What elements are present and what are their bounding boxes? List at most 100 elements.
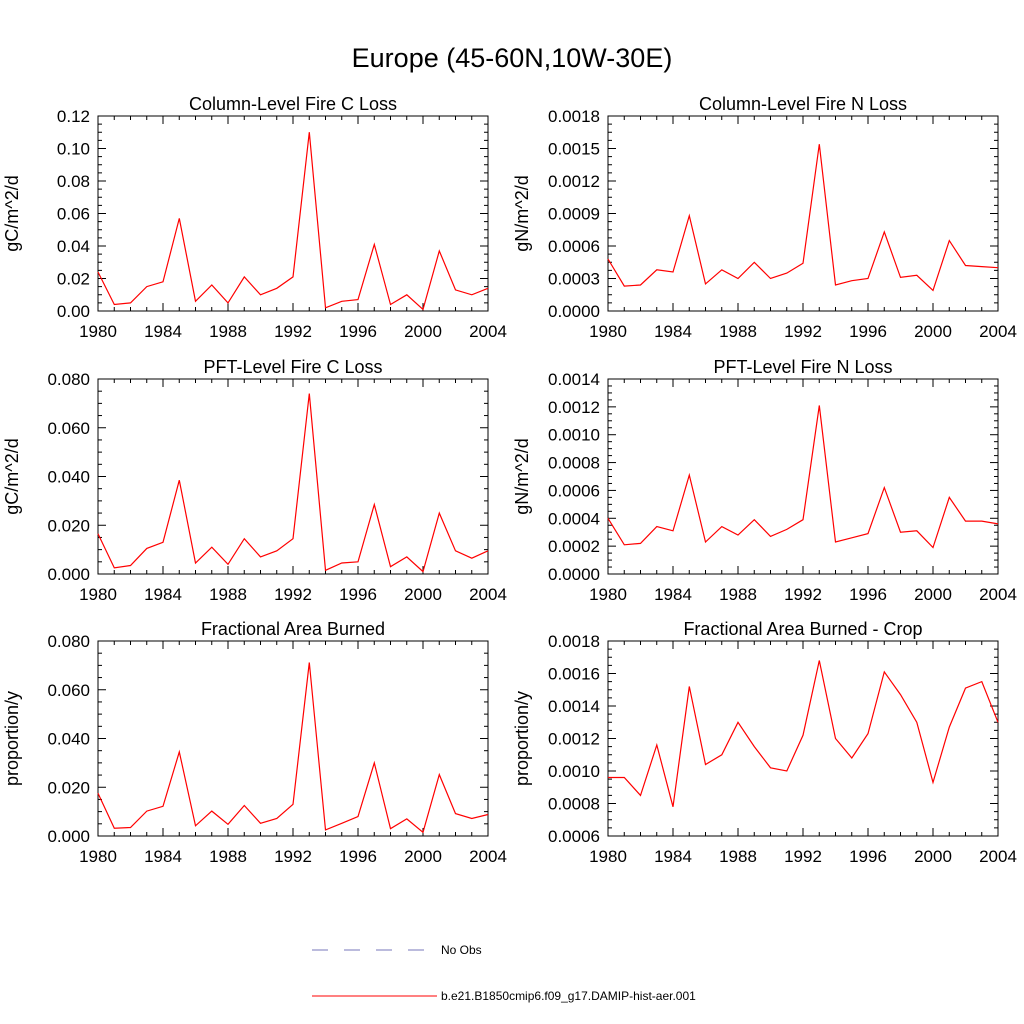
x-tick-label: 1984 (654, 847, 692, 866)
plot-frame (607, 378, 999, 575)
x-tick-label: 1980 (79, 322, 117, 341)
legend-label: No Obs (441, 943, 482, 957)
y-tick-label: 0.000 (47, 827, 90, 846)
y-axis-label: gN/m^2/d (512, 438, 532, 514)
y-tick-label: 0.000 (47, 565, 90, 584)
plot-frame (97, 115, 489, 312)
y-tick-label: 0.0010 (548, 762, 600, 781)
y-tick-label: 0.0018 (548, 107, 600, 126)
y-tick-label: 0.0000 (548, 302, 600, 321)
y-tick-label: 0.0006 (548, 237, 600, 256)
series-line (608, 660, 999, 807)
x-tick-label: 1992 (274, 585, 312, 604)
series-line (607, 405, 999, 549)
y-tick-label: 0.0004 (548, 509, 600, 528)
x-tick-label: 1984 (144, 847, 182, 866)
y-axis-label: gN/m^2/d (512, 175, 532, 251)
y-tick-label: 0.10 (57, 140, 90, 159)
x-tick-label: 1992 (784, 847, 822, 866)
y-tick-label: 0.0012 (548, 730, 600, 749)
legend-label: b.e21.B1850cmip6.f09_g17.DAMIP-hist-aer.… (441, 989, 696, 1003)
y-tick-label: 0.0010 (548, 426, 600, 445)
x-tick-label: 2004 (979, 322, 1017, 341)
x-tick-label: 1980 (79, 847, 117, 866)
y-tick-label: 0.0006 (548, 827, 600, 846)
x-tick-label: 1996 (339, 847, 377, 866)
y-tick-label: 0.0018 (548, 632, 600, 651)
y-tick-label: 0.02 (57, 270, 90, 289)
x-tick-label: 2000 (914, 585, 952, 604)
chart-panel-3: 1980 1984 1988 1992 1996 2000 2004 0.000 0.020 0.… (2, 357, 507, 604)
y-tick-label: 0.06 (57, 205, 90, 224)
series-line (607, 144, 999, 292)
plot-frame (607, 640, 999, 837)
x-tick-label: 1984 (144, 322, 182, 341)
x-tick-label: 1996 (849, 322, 887, 341)
panels: 1980 1984 1988 1992 1996 2000 2004 0.00 0.02 0.04… (2, 94, 1017, 866)
y-tick-label: 0.0012 (548, 398, 600, 417)
y-axis-label: proportion/y (2, 691, 22, 786)
x-tick-label: 1996 (849, 585, 887, 604)
y-tick-label: 0.08 (57, 172, 90, 191)
x-tick-label: 1980 (589, 322, 627, 341)
chart-panel-4: 1980 1984 1988 1992 1996 2000 2004 0.0000 0.0002… (512, 357, 1017, 604)
panel-title: Column-Level Fire C Loss (189, 94, 397, 114)
x-tick-label: 1988 (719, 322, 757, 341)
x-tick-label: 1984 (654, 585, 692, 604)
y-tick-label: 0.040 (47, 730, 90, 749)
x-tick-label: 2000 (914, 322, 952, 341)
x-tick-label: 1996 (339, 585, 377, 604)
x-tick-label: 2004 (979, 847, 1017, 866)
x-tick-label: 1980 (79, 585, 117, 604)
y-tick-label: 0.00 (57, 302, 90, 321)
x-tick-label: 1992 (274, 322, 312, 341)
y-tick-label: 0.060 (47, 681, 90, 700)
x-tick-label: 1980 (589, 585, 627, 604)
legend-item-2: b.e21.B1850cmip6.f09_g17.DAMIP-hist-aer.… (312, 989, 696, 1003)
plot-frame (97, 640, 489, 837)
x-tick-label: 1992 (784, 585, 822, 604)
y-tick-label: 0.0002 (548, 537, 600, 556)
y-tick-label: 0.0015 (548, 140, 600, 159)
x-tick-label: 1988 (209, 322, 247, 341)
x-tick-label: 2000 (404, 585, 442, 604)
y-axis-label: proportion/y (512, 691, 532, 786)
y-tick-label: 0.0008 (548, 795, 600, 814)
series-line (97, 132, 489, 311)
figure-title: Europe (45-60N,10W-30E) (352, 43, 673, 73)
y-tick-label: 0.0012 (548, 172, 600, 191)
y-tick-label: 0.0000 (548, 565, 600, 584)
y-tick-label: 0.0008 (548, 454, 600, 473)
x-tick-label: 2000 (404, 847, 442, 866)
y-axis-label: gC/m^2/d (2, 175, 22, 251)
x-tick-label: 1992 (784, 322, 822, 341)
y-tick-label: 0.04 (57, 237, 90, 256)
panel-title: Column-Level Fire N Loss (699, 94, 907, 114)
y-tick-label: 0.040 (47, 468, 90, 487)
x-tick-label: 1988 (719, 847, 757, 866)
panel-title: Fractional Area Burned - Crop (683, 619, 922, 639)
panel-title: PFT-Level Fire C Loss (203, 357, 382, 377)
x-tick-label: 1984 (654, 322, 692, 341)
x-tick-label: 2004 (469, 322, 507, 341)
plot-frame (607, 115, 999, 312)
x-tick-label: 1988 (209, 847, 247, 866)
x-tick-label: 2000 (404, 322, 442, 341)
y-tick-label: 0.020 (47, 778, 90, 797)
series-line (97, 662, 489, 834)
x-tick-label: 1984 (144, 585, 182, 604)
y-tick-label: 0.020 (47, 516, 90, 535)
y-tick-label: 0.0014 (548, 697, 600, 716)
x-tick-label: 1996 (849, 847, 887, 866)
legend-item-1: No Obs (312, 943, 482, 957)
y-tick-label: 0.080 (47, 370, 90, 389)
legend: No Obs b.e21.B1850cmip6.f09_g17.DAMIP-his… (312, 943, 696, 1003)
x-tick-label: 1988 (209, 585, 247, 604)
chart-panel-6: 1980 1984 1988 1992 1996 2000 2004 0.0006 0.0008… (512, 619, 1017, 866)
x-tick-label: 2004 (979, 585, 1017, 604)
x-tick-label: 1988 (719, 585, 757, 604)
y-tick-label: 0.060 (47, 419, 90, 438)
chart-panel-5: 1980 1984 1988 1992 1996 2000 2004 0.000 0.020 0.… (2, 619, 507, 866)
y-tick-label: 0.12 (57, 107, 90, 126)
